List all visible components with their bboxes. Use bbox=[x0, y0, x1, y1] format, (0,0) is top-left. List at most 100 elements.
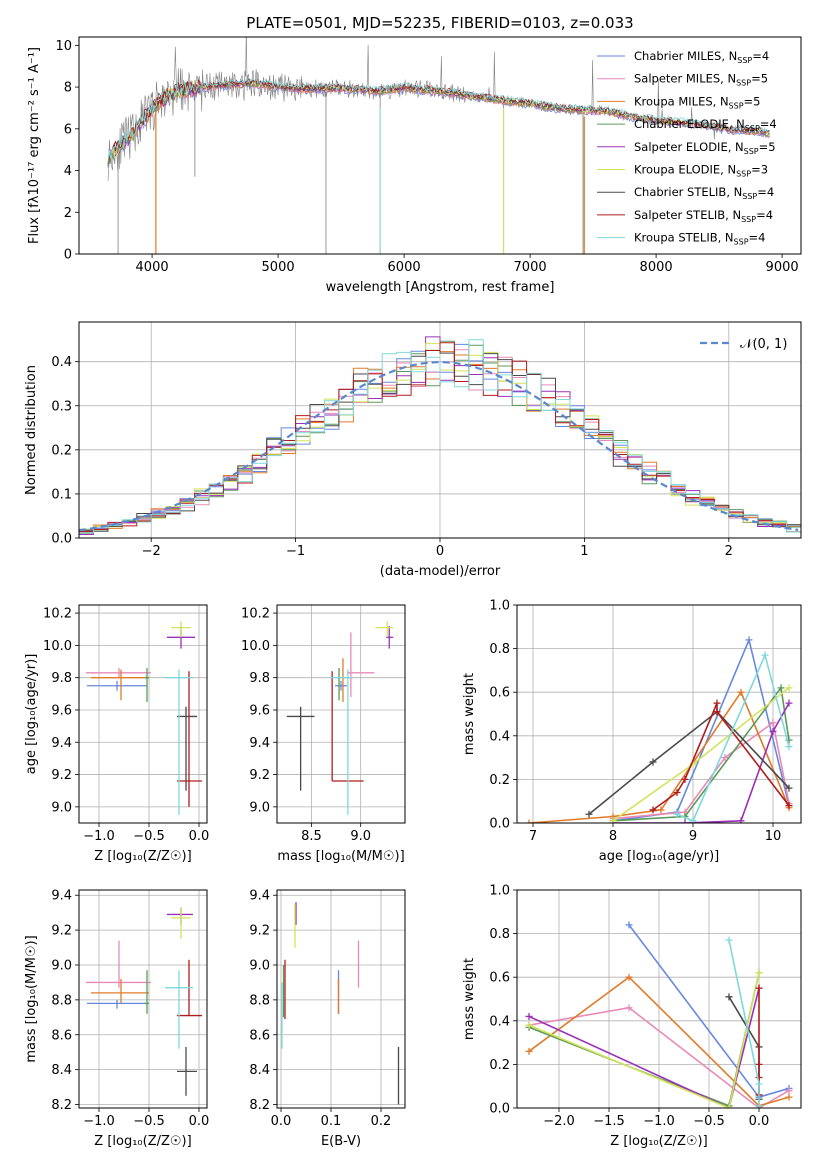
spectrum-xtick-label: 8000 bbox=[640, 260, 673, 275]
weight-vs-Z-xtick-label: −1.0 bbox=[643, 1114, 675, 1129]
weight-vs-Z-ytick-label: 0.8 bbox=[489, 927, 510, 942]
weight-vs-age-point-marker bbox=[721, 754, 729, 762]
residuals-xtick-label: −2 bbox=[142, 544, 161, 559]
residuals-ytick-label: 0.3 bbox=[51, 399, 72, 414]
mass-vs-Z-axes: −1.0 −0.5 0.0 8.2 8.4 8.6 8.8 9.0 9.2 9.4 Z [log₁₀… bbox=[24, 889, 209, 1149]
mass-vs-Z-ytick-label: 9.2 bbox=[51, 924, 72, 939]
weight-vs-Z-point-marker bbox=[755, 1102, 763, 1108]
spectrum-xtick-label: 5000 bbox=[262, 260, 295, 275]
weight-vs-age-data bbox=[525, 636, 793, 823]
age-vs-mass-ytick-label: 9.8 bbox=[249, 671, 270, 686]
mass-vs-EBV-ytick-label: 8.4 bbox=[249, 1063, 270, 1078]
age-vs-mass-ytick-label: 9.6 bbox=[249, 703, 270, 718]
residuals-xtick-label: −1 bbox=[286, 544, 305, 559]
residuals-frame bbox=[78, 321, 802, 539]
weight-vs-Z-xtick-label: −0.5 bbox=[693, 1114, 725, 1129]
mass-vs-EBV-ytick-label: 9.0 bbox=[249, 958, 270, 973]
age-vs-Z-ytick-label: 9.0 bbox=[51, 800, 72, 815]
spectrum-ytick-label: 8 bbox=[64, 81, 72, 96]
mass-vs-Z-frame bbox=[78, 889, 208, 1109]
weight-vs-Z-xtick-label: −2.0 bbox=[543, 1114, 575, 1129]
age-vs-Z-ytick-label: 9.4 bbox=[51, 736, 72, 751]
mass-vs-EBV-frame bbox=[276, 889, 406, 1109]
age-vs-mass-ytick-label: 10.0 bbox=[241, 639, 270, 654]
legend-entry-label: Chabrier STELIB, N bbox=[634, 185, 742, 199]
residuals-histogram-step bbox=[79, 342, 801, 533]
weight-vs-age-point-marker bbox=[673, 810, 681, 818]
mass-vs-Z-xlabel: Z [log₁₀(Z/Z☉)] bbox=[94, 1134, 191, 1149]
weight-vs-Z-point-marker bbox=[755, 984, 763, 992]
age-vs-mass-frame bbox=[276, 604, 406, 824]
weight-vs-Z-point-marker bbox=[525, 1021, 533, 1029]
mass-vs-EBV-xtick-label: 0.1 bbox=[321, 1114, 342, 1129]
age-vs-Z-xlabel: Z [log₁₀(Z/Z☉)] bbox=[94, 849, 191, 864]
legend-entry-nssp: =5 bbox=[759, 140, 776, 154]
residuals-ytick-label: 0.4 bbox=[51, 355, 72, 370]
weight-vs-age-point-marker bbox=[769, 727, 777, 735]
mass-vs-Z-xtick-label: −1.0 bbox=[83, 1114, 115, 1129]
weight-vs-age-point-marker bbox=[681, 819, 689, 823]
weight-vs-Z-point-marker bbox=[785, 1093, 793, 1101]
weight-vs-Z-point-marker bbox=[755, 969, 763, 977]
weight-vs-age-series-line bbox=[676, 652, 790, 822]
age-vs-mass-ytick-label: 9.0 bbox=[249, 800, 270, 815]
weight-vs-Z-point-marker bbox=[625, 921, 633, 929]
legend-entry-nssp: =4 bbox=[756, 208, 773, 222]
spectrum-ytick-label: 4 bbox=[64, 164, 72, 179]
legend-entry-nssp: =5 bbox=[744, 94, 761, 108]
weight-vs-Z-frame bbox=[516, 889, 802, 1109]
spectrum-xtick-label: 9000 bbox=[766, 260, 799, 275]
weight-vs-age-point-marker bbox=[525, 819, 533, 823]
legend-entry: Chabrier STELIB, NSSP=4 bbox=[634, 185, 774, 201]
age-vs-Z-ytick-label: 9.6 bbox=[51, 703, 72, 718]
residuals-xtick-label: 2 bbox=[725, 544, 733, 559]
mass-vs-EBV-data bbox=[281, 902, 400, 1105]
weight-vs-age-point-marker bbox=[737, 817, 745, 823]
legend-entry-nssp: =4 bbox=[749, 231, 766, 245]
weight-vs-age-point-marker bbox=[585, 810, 593, 818]
age-vs-mass-xlabel: mass [log₁₀(M/M☉)] bbox=[277, 849, 404, 864]
weight-vs-Z-point-marker bbox=[755, 1060, 763, 1068]
legend-entry-label: Chabrier ELODIE, N bbox=[634, 117, 745, 131]
mass-vs-Z-xtick-label: 0.0 bbox=[189, 1114, 210, 1129]
weight-vs-Z-point-marker bbox=[755, 1080, 763, 1088]
legend-entry-label: Salpeter MILES, N bbox=[634, 72, 736, 86]
mass-vs-Z-ytick-label: 8.6 bbox=[51, 1028, 72, 1043]
residuals-ylabel: Normed distribution bbox=[24, 365, 39, 495]
legend-entry-nssp: =3 bbox=[751, 163, 768, 177]
weight-vs-Z-point-marker bbox=[625, 1004, 633, 1012]
weight-vs-age-point-marker bbox=[609, 817, 617, 823]
weight-vs-Z-ylabel: mass weight bbox=[462, 958, 477, 1040]
legend-entry-nssp: =4 bbox=[752, 49, 769, 63]
weight-vs-Z-point-marker bbox=[725, 1104, 733, 1108]
age-vs-Z-data bbox=[86, 621, 202, 815]
legend-entry-label: Kroupa STELIB, N bbox=[634, 231, 734, 245]
weight-vs-age-point-marker bbox=[649, 758, 657, 766]
mass-vs-EBV-xlabel: E(B-V) bbox=[321, 1134, 361, 1149]
age-vs-mass-ytick-label: 10.2 bbox=[241, 607, 270, 622]
age-vs-Z-ytick-label: 10.2 bbox=[43, 607, 72, 622]
weight-vs-age-xtick-label: 8 bbox=[609, 829, 617, 844]
age-vs-Z-xtick-label: −0.5 bbox=[133, 829, 165, 844]
spectrum-title: PLATE=0501, MJD=52235, FIBERID=0103, z=0… bbox=[246, 14, 633, 32]
age-vs-Z-xtick-label: −1.0 bbox=[83, 829, 115, 844]
legend-entry-sub: SSP bbox=[737, 56, 752, 65]
age-vs-mass-xtick-label: 8.5 bbox=[301, 829, 322, 844]
mass-vs-EBV-axes: 0.0 0.1 0.2 8.2 8.4 8.6 8.8 9.0 9.2 9.4 E(B-V) bbox=[249, 889, 405, 1149]
weight-vs-age-point-marker bbox=[649, 806, 657, 814]
residuals-data bbox=[79, 336, 801, 535]
weight-vs-Z-series-line bbox=[528, 1006, 790, 1108]
spectrum-xlabel: wavelength [Angstrom, rest frame] bbox=[326, 280, 555, 295]
weight-vs-Z-point-marker bbox=[525, 1012, 533, 1020]
weight-vs-age-point-marker bbox=[777, 684, 785, 692]
spectrum-ytick-label: 6 bbox=[64, 122, 72, 137]
age-vs-Z-ytick-label: 9.8 bbox=[51, 671, 72, 686]
mass-vs-Z-ytick-label: 8.2 bbox=[51, 1098, 72, 1113]
weight-vs-age-series-line bbox=[612, 685, 790, 822]
age-vs-mass-xtick-label: 9.0 bbox=[350, 829, 371, 844]
weight-vs-age-xtick-label: 10 bbox=[765, 829, 782, 844]
mass-vs-Z-ytick-label: 9.0 bbox=[51, 958, 72, 973]
legend-entry-label: Salpeter ELODIE, N bbox=[634, 140, 744, 154]
weight-vs-age-ytick-label: 1.0 bbox=[489, 599, 510, 614]
mass-vs-Z-ylabel: mass [log₁₀(M/M☉)] bbox=[24, 935, 39, 1062]
